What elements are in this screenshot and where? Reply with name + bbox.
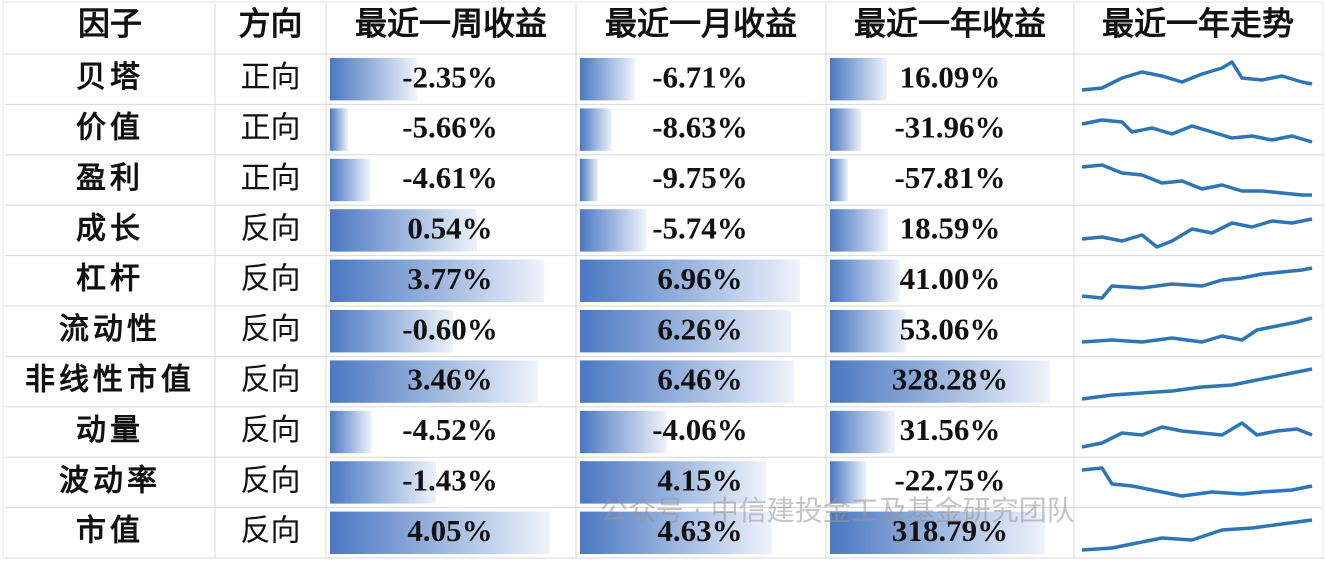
- value-cell: 31.56%: [900, 412, 1001, 447]
- factor-cell: 杠杆: [76, 263, 144, 296]
- value-cell: 16.09%: [900, 59, 1001, 94]
- watermark: 公众号 · 中信建投金工及基金研究团队: [600, 494, 1075, 527]
- value-cell: 53.06%: [900, 311, 1001, 346]
- data-bar: [580, 310, 792, 353]
- data-bar: [330, 58, 417, 101]
- data-bar: [830, 58, 887, 101]
- sparkline: [1081, 118, 1313, 144]
- data-bar: [580, 58, 635, 101]
- value-cell: 4.15%: [657, 463, 742, 498]
- value-cell: 3.46%: [407, 362, 492, 397]
- sparklines: [1081, 60, 1313, 552]
- value-cell: -4.06%: [652, 412, 748, 447]
- value-cell: -31.96%: [894, 110, 1005, 145]
- header-cell: 最近一月收益: [605, 5, 797, 41]
- sparkline: [1081, 60, 1313, 92]
- data-bar: [830, 108, 862, 151]
- sparkline: [1081, 316, 1313, 344]
- data-bar: [830, 209, 888, 252]
- header-cell: 因子: [78, 5, 142, 41]
- direction-cell: 反向: [241, 464, 301, 497]
- header-cell: 最近一周收益: [355, 5, 547, 41]
- value-cell: -9.75%: [652, 160, 748, 195]
- value-cell: -0.60%: [402, 311, 498, 346]
- data-bar: [830, 461, 867, 504]
- value-cell: 0.54%: [407, 211, 492, 246]
- factor-cell: 流动性: [59, 313, 161, 346]
- direction-cell: 正向: [241, 61, 301, 94]
- header-cell: 最近一年走势: [1102, 5, 1294, 41]
- factor-cell: 价值: [76, 111, 144, 144]
- header-cell: 最近一年收益: [854, 5, 1046, 41]
- value-cell: 41.00%: [900, 261, 1001, 296]
- data-bar: [580, 410, 667, 454]
- value-cell: -4.52%: [402, 412, 498, 447]
- data-bar: [330, 511, 550, 554]
- value-cell: 328.28%: [892, 362, 1008, 397]
- value-cell: -5.74%: [652, 211, 748, 246]
- direction-cell: 反向: [241, 515, 301, 548]
- value-cell: -2.35%: [402, 59, 498, 94]
- data-bar: [330, 310, 454, 353]
- data-bar: [580, 259, 800, 302]
- data-bar: [580, 360, 794, 403]
- header-cell: 方向: [238, 5, 302, 41]
- direction-cell: 反向: [241, 414, 301, 447]
- data-bar: [330, 209, 477, 252]
- data-bar: [580, 158, 598, 202]
- sparkline: [1081, 466, 1313, 498]
- direction-cell: 反向: [241, 313, 301, 346]
- value-cell: -6.71%: [652, 59, 748, 94]
- data-bar: [580, 108, 612, 151]
- data-bar: [330, 461, 436, 504]
- value-cell: -57.81%: [894, 160, 1005, 195]
- value-cell: 6.96%: [657, 261, 742, 296]
- value-cell: 4.05%: [407, 513, 492, 548]
- value-cell: -1.43%: [402, 463, 498, 498]
- sparkline: [1081, 163, 1312, 197]
- factor-cell: 成长: [76, 212, 144, 245]
- value-cell: 4.63%: [657, 513, 742, 548]
- factor-cell: 贝塔: [76, 61, 144, 94]
- sparkline: [1081, 367, 1313, 401]
- data-bar: [330, 108, 348, 151]
- factor-cell: 非线性市值: [25, 362, 195, 396]
- data-bar: [330, 158, 370, 202]
- direction-cell: 反向: [241, 363, 301, 396]
- direction-cell: 反向: [241, 212, 301, 245]
- direction-cell: 正向: [241, 162, 301, 195]
- value-cell: 6.26%: [657, 311, 742, 346]
- sparkline: [1081, 518, 1313, 552]
- factor-cell: 动量: [76, 414, 144, 447]
- direction-cell: 正向: [241, 111, 301, 144]
- factor-cell: 波动率: [59, 464, 161, 497]
- data-bar: [580, 511, 772, 554]
- data-bar: [580, 461, 767, 504]
- sparkline: [1081, 421, 1313, 449]
- data-bar: [330, 410, 372, 454]
- factor-cell: 市值: [76, 514, 144, 548]
- value-cell: -5.66%: [402, 110, 498, 145]
- sparkline: [1081, 266, 1313, 300]
- data-bar: [830, 310, 907, 353]
- value-cell: 18.59%: [900, 211, 1001, 246]
- value-cell: -4.61%: [402, 160, 498, 195]
- data-bar: [830, 158, 848, 202]
- value-cell: 318.79%: [892, 513, 1008, 548]
- data-bar: [830, 259, 900, 302]
- data-bar: [830, 360, 1050, 403]
- sparkline: [1081, 217, 1313, 249]
- data-bar: [580, 209, 647, 252]
- value-cell: 3.77%: [407, 261, 492, 296]
- data-bar: [330, 360, 538, 403]
- data-bar: [830, 511, 1046, 554]
- value-cell: -8.63%: [652, 110, 748, 145]
- direction-cell: 反向: [241, 263, 301, 296]
- value-cell: -22.75%: [894, 463, 1005, 498]
- data-bar: [830, 410, 895, 454]
- data-bar: [330, 259, 545, 302]
- factor-cell: 盈利: [76, 162, 144, 195]
- value-cell: 6.46%: [657, 362, 742, 397]
